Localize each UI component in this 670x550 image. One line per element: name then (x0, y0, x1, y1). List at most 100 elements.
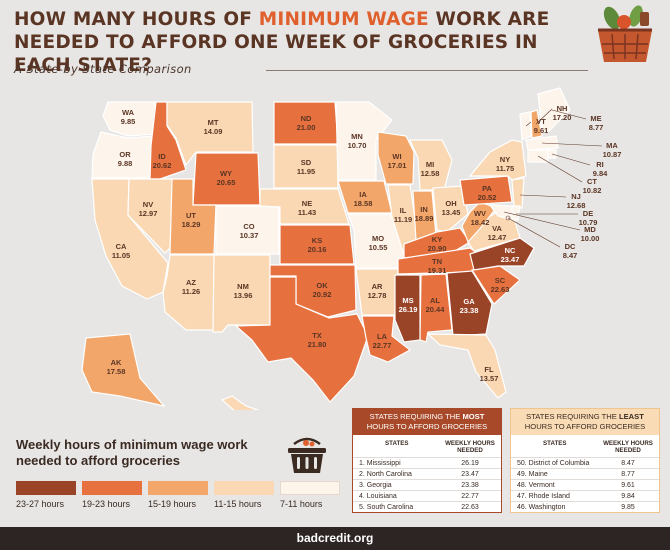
leader-line (535, 108, 553, 125)
state-value-label: 11.95 (297, 167, 315, 176)
legend-item-15-19: 15-19 hours (148, 481, 208, 509)
state-value-label: 10.37 (240, 231, 259, 240)
state-code-label: AZ (186, 278, 196, 287)
least-table-header: STATES WEEKLY HOURS NEEDED (511, 435, 659, 457)
row-hours: 8.77 (621, 470, 635, 478)
legend-label: 15-19 hours (148, 499, 197, 509)
state-value-label: 9.88 (118, 159, 133, 168)
state-value-label: 23.47 (501, 255, 520, 264)
table-row: 46. Washington 9.85 (511, 501, 659, 512)
state-code-label: KY (432, 235, 442, 244)
state-value-label: 20.62 (153, 161, 172, 170)
page-title: How many hours of minimum wage work are … (14, 8, 574, 77)
state-value-label: 11.19 (394, 215, 412, 224)
state-value-label: 11.05 (112, 251, 130, 260)
row-hours: 23.47 (461, 470, 479, 478)
state-value-label: 17.58 (107, 367, 126, 376)
state-code-label: WI (392, 152, 401, 161)
legend-title: Weekly hours of minimum wage work needed… (16, 437, 248, 468)
state-code-label: IA (359, 190, 367, 199)
state-value-label: 11.26 (182, 287, 200, 296)
state-value-label: 23.38 (460, 306, 479, 315)
state-code-label: NE (302, 199, 312, 208)
row-state: 4. Louisiana (359, 492, 397, 500)
state-value-label: 11.43 (298, 208, 316, 217)
legend-item-23-27: 23-27 hours (16, 481, 76, 509)
state-nv (127, 178, 174, 254)
state-value-label: 8.47 (563, 251, 578, 260)
state-ms (394, 274, 421, 343)
col-hours: WEEKLY HOURS NEEDED (445, 440, 495, 454)
state-value-label: 14.09 (204, 127, 223, 136)
row-state: 50. District of Columbia (517, 459, 590, 467)
state-hi (220, 395, 259, 410)
state-value-label: 10.82 (583, 186, 602, 195)
least-title-post: hours to afford groceries (524, 422, 646, 431)
legend-label: 7-11 hours (280, 499, 323, 509)
state-code-label: SD (301, 158, 312, 167)
state-co (215, 205, 280, 255)
table-row: 1. Mississippi 26.19 (353, 457, 501, 468)
state-code-label: DC (565, 242, 576, 251)
title-part2: work are needed to afford one week of gr… (14, 9, 550, 76)
state-value-label: 18.42 (471, 218, 490, 227)
state-value-label: 13.45 (442, 208, 461, 217)
state-mn (335, 101, 393, 181)
state-value-label: 20.52 (478, 193, 497, 202)
subtitle-divider (266, 70, 588, 71)
state-ny (468, 139, 527, 181)
state-value-label: 20.16 (308, 245, 327, 254)
state-value-label: 19.31 (428, 266, 447, 275)
state-value-label: 20.65 (217, 178, 236, 187)
state-code-label: WV (474, 209, 486, 218)
state-code-label: ND (301, 114, 312, 123)
row-state: 47. Rhode Island (517, 492, 570, 500)
state-value-label: 10.00 (581, 234, 600, 243)
state-code-label: OK (316, 281, 328, 290)
legend-item-7-11: 7-11 hours (280, 481, 340, 509)
row-hours: 26.19 (461, 459, 479, 467)
least-table-title: States requiring the least hours to affo… (511, 409, 659, 435)
state-value-label: 13.57 (480, 374, 499, 383)
state-value-label: 17.20 (553, 113, 572, 122)
state-code-label: WA (122, 108, 135, 117)
state-value-label: 10.70 (348, 141, 367, 150)
state-value-label: 13.96 (234, 291, 253, 300)
state-value-label: 10.79 (579, 218, 598, 227)
state-value-label: 12.68 (567, 201, 586, 210)
state-value-label: 12.97 (139, 209, 158, 218)
most-table-title: States requiring the most hours to affor… (353, 409, 501, 435)
basket-icon (288, 437, 326, 473)
state-code-label: FL (484, 365, 494, 374)
state-code-label: HI (208, 409, 216, 410)
col-states: STATES (543, 440, 567, 447)
state-code-label: NV (143, 200, 153, 209)
state-value-label: 18.29 (182, 220, 201, 229)
state-de (511, 205, 521, 221)
legend-label: 23-27 hours (16, 499, 65, 509)
state-code-label: ID (158, 152, 166, 161)
state-value-label: 18.58 (354, 199, 373, 208)
leader-line (519, 194, 567, 198)
state-value-label: 20.92 (313, 290, 332, 299)
state-code-label: MO (372, 234, 384, 243)
state-value-label: 18.89 (415, 214, 434, 223)
state-code-label: DE (583, 209, 593, 218)
state-value-label: 12.58 (421, 169, 440, 178)
state-code-label: NJ (571, 192, 581, 201)
state-ga (446, 270, 493, 337)
state-code-label: OH (445, 199, 456, 208)
state-code-label: CA (116, 242, 127, 251)
leader-line (503, 211, 581, 231)
footer-brand: badcredit.org (0, 527, 670, 550)
state-value-label: 9.84 (593, 169, 608, 178)
state-code-label: MD (584, 225, 596, 234)
state-value-label: 9.85 (121, 117, 136, 126)
row-hours: 22.77 (461, 492, 479, 500)
row-state: 1. Mississippi (359, 459, 401, 467)
table-row: 47. Rhode Island 9.84 (511, 490, 659, 501)
table-row: 4. Louisiana 22.77 (353, 490, 501, 501)
state-code-label: GA (463, 297, 475, 306)
state-value-label: 20.44 (426, 305, 446, 314)
row-hours: 9.61 (621, 481, 635, 489)
